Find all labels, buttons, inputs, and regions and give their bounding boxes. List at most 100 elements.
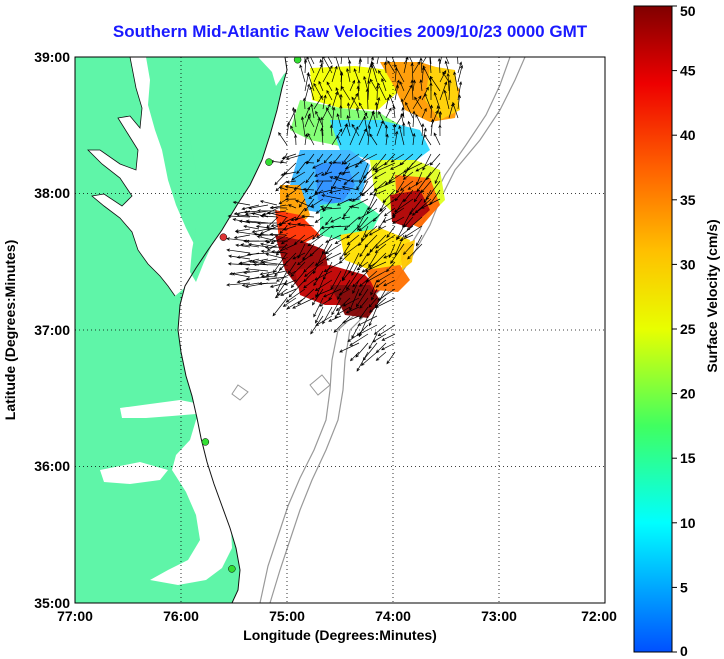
velocity-arrow bbox=[336, 198, 351, 206]
velocity-arrow bbox=[358, 153, 378, 164]
velocity-arrow bbox=[353, 68, 360, 83]
velocity-arrow bbox=[349, 351, 360, 362]
velocity-arrow bbox=[302, 243, 315, 261]
velocity-arrow bbox=[368, 252, 378, 268]
velocity-arrow bbox=[384, 153, 396, 166]
velocity-arrow bbox=[378, 216, 387, 230]
colorbar-tick-label: 40 bbox=[680, 127, 696, 143]
velocity-arrow bbox=[376, 96, 381, 110]
velocity-arrow bbox=[457, 94, 461, 110]
velocity-arrow bbox=[349, 125, 359, 146]
velocity-arrow bbox=[371, 110, 378, 128]
velocity-arrow bbox=[233, 234, 251, 240]
velocity-arrow bbox=[366, 243, 378, 257]
velocity-arrow bbox=[315, 315, 333, 327]
station-marker bbox=[265, 158, 273, 166]
velocity-arrow bbox=[296, 162, 306, 175]
velocity-arrow bbox=[313, 63, 323, 83]
velocity-arrow bbox=[355, 342, 369, 358]
velocity-arrow bbox=[368, 225, 387, 236]
velocity-arrow bbox=[333, 315, 351, 333]
velocity-arrow bbox=[368, 297, 378, 308]
velocity-arrow bbox=[377, 82, 387, 101]
velocity-arrow bbox=[328, 315, 342, 322]
velocity-arrow bbox=[319, 58, 324, 74]
velocity-arrow bbox=[265, 253, 287, 260]
velocity-arrow bbox=[342, 315, 360, 324]
velocity-arrow bbox=[264, 239, 287, 243]
velocity-arrow bbox=[315, 207, 324, 214]
velocity-arrow bbox=[412, 132, 416, 146]
velocity-arrow bbox=[314, 171, 324, 177]
velocity-arrow bbox=[398, 125, 405, 146]
velocity-arrow bbox=[367, 80, 371, 101]
velocity-arrow bbox=[320, 127, 324, 146]
velocity-arrow bbox=[260, 242, 278, 248]
velocity-arrow bbox=[339, 104, 343, 119]
velocity-arrow bbox=[359, 162, 369, 184]
velocity-arrow bbox=[332, 186, 351, 191]
velocity-arrow bbox=[385, 57, 387, 65]
velocity-arrow bbox=[226, 248, 251, 254]
velocity-arrow bbox=[374, 297, 396, 308]
grid bbox=[75, 57, 605, 603]
velocity-arrow bbox=[236, 213, 260, 218]
velocity-arrow bbox=[307, 115, 315, 128]
velocity-arrow bbox=[349, 333, 369, 346]
velocity-arrow bbox=[259, 200, 278, 206]
velocity-arrow bbox=[325, 216, 333, 226]
velocity-arrow bbox=[355, 107, 360, 119]
colorbar-gradient bbox=[633, 5, 673, 653]
velocity-arrow bbox=[385, 107, 392, 119]
velocity-arrow bbox=[343, 243, 360, 256]
velocity-arrow bbox=[372, 189, 387, 196]
y-tick-label: 37:00 bbox=[34, 322, 70, 338]
velocity-arrow bbox=[296, 252, 315, 266]
velocity-arrow bbox=[299, 234, 315, 244]
velocity-arrow bbox=[444, 60, 450, 74]
velocity-arrow bbox=[304, 83, 311, 101]
velocity-arrow bbox=[412, 110, 416, 128]
velocity-arrow bbox=[304, 133, 308, 146]
velocity-arrow bbox=[374, 162, 396, 173]
velocity-arrow bbox=[370, 279, 378, 296]
velocity-arrow bbox=[243, 270, 260, 275]
velocity-arrow bbox=[371, 288, 378, 301]
velocity-arrow bbox=[343, 171, 360, 186]
velocity-arrow bbox=[329, 176, 342, 182]
velocity-arrow bbox=[314, 279, 333, 292]
y-tick-label: 39:00 bbox=[34, 49, 70, 65]
velocity-arrow bbox=[323, 261, 342, 272]
velocity-arrow bbox=[375, 279, 387, 288]
velocity-arrow bbox=[287, 222, 306, 227]
velocity-arrow bbox=[341, 185, 360, 191]
velocity-arrow bbox=[330, 216, 342, 223]
velocity-arrow bbox=[376, 57, 379, 65]
x-tick-label: 76:00 bbox=[163, 608, 199, 624]
velocity-arrow bbox=[401, 106, 405, 119]
velocity-arrow bbox=[314, 270, 333, 281]
velocity-arrow bbox=[375, 351, 387, 361]
velocity-arrow bbox=[394, 84, 399, 101]
velocity-arrow bbox=[360, 180, 369, 196]
velocity-arrow bbox=[313, 116, 321, 137]
velocity-arrow bbox=[412, 79, 416, 92]
velocity-arrow bbox=[438, 110, 443, 128]
velocity-arrow bbox=[361, 261, 378, 273]
chesapeake-bay bbox=[88, 57, 205, 296]
velocity-arrow bbox=[307, 132, 315, 146]
velocity-arrow bbox=[402, 243, 414, 256]
velocity-arrow bbox=[301, 214, 315, 218]
hf-radar-stations bbox=[201, 57, 302, 573]
velocity-arrow bbox=[337, 279, 351, 300]
velocity-arrow bbox=[383, 279, 396, 287]
velocity-arrow bbox=[302, 187, 315, 192]
velocity-arrow bbox=[434, 171, 441, 185]
velocity-arrow bbox=[329, 124, 334, 137]
velocity-arrow bbox=[403, 216, 414, 228]
y-axis-label: Latitude (Degrees:Minutes) bbox=[2, 240, 18, 420]
velocity-arrow bbox=[433, 132, 441, 146]
velocity-arrow bbox=[439, 70, 447, 83]
velocity-arrow bbox=[270, 234, 288, 245]
